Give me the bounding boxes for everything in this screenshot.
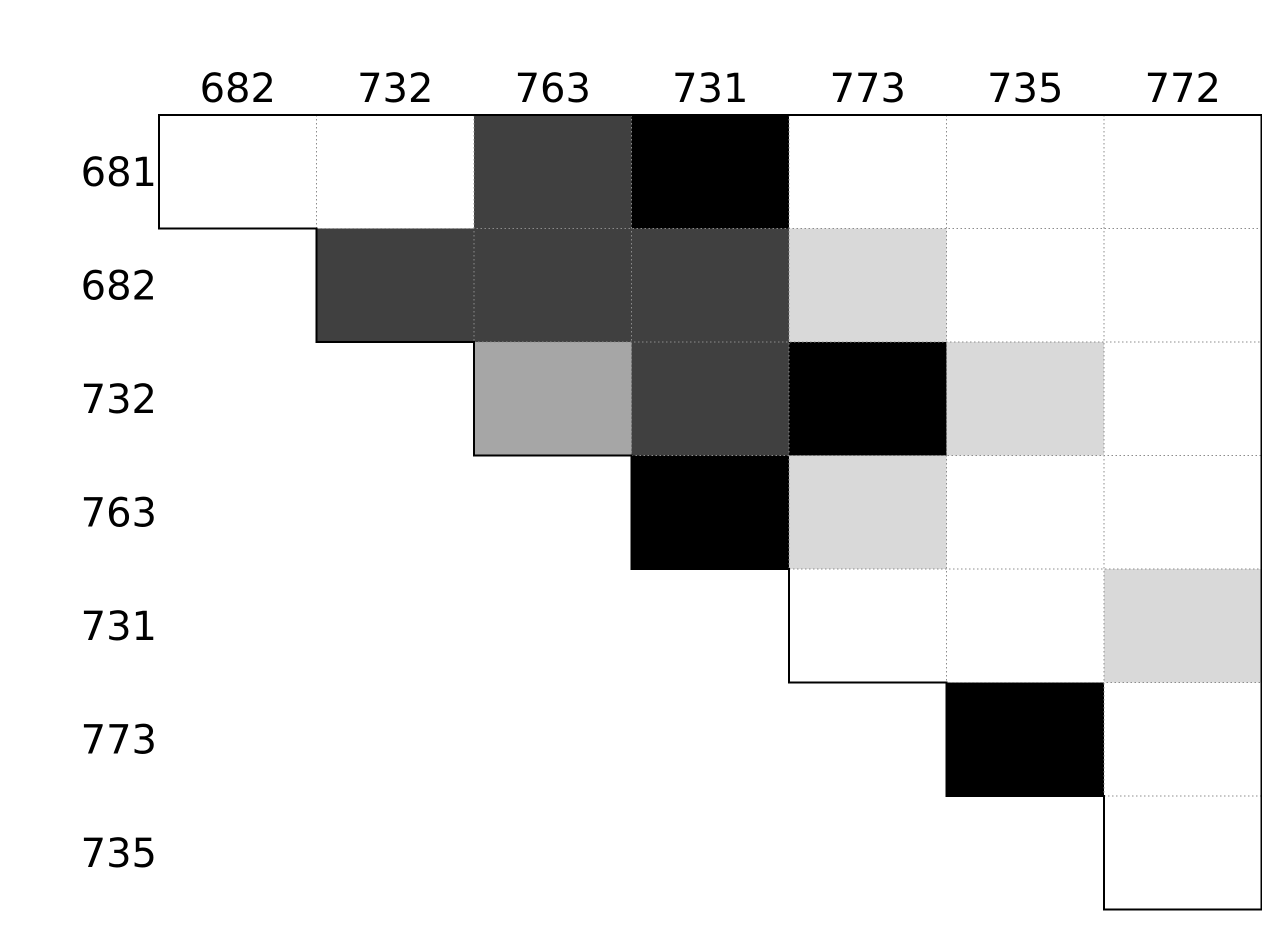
heatmap-cell-r4-c6 bbox=[1104, 569, 1262, 683]
x-tick-label: 772 bbox=[1145, 66, 1221, 112]
heatmap-cells bbox=[159, 115, 1262, 910]
heatmap-cell-r3-c4 bbox=[789, 455, 947, 569]
heatmap-cell-r0-c2 bbox=[474, 115, 632, 229]
y-axis-tick-labels: 681 682 732 763 731 773 735 bbox=[81, 150, 157, 877]
x-tick-label: 735 bbox=[987, 66, 1063, 112]
heatmap-cell-r2-c5 bbox=[946, 342, 1104, 456]
heatmap-cell-r0-c4 bbox=[789, 115, 947, 229]
heatmap-cell-r3-c3 bbox=[631, 455, 789, 569]
y-tick-label: 735 bbox=[81, 831, 157, 877]
heatmap-cell-r4-c5 bbox=[946, 569, 1104, 683]
heatmap-cell-r5-c5 bbox=[946, 682, 1104, 796]
y-tick-label: 732 bbox=[81, 377, 157, 423]
heatmap-cell-r0-c3 bbox=[631, 115, 789, 229]
heatmap-cell-r0-c5 bbox=[946, 115, 1104, 229]
heatmap-cell-r0-c6 bbox=[1104, 115, 1262, 229]
heatmap-cell-r0-c0 bbox=[159, 115, 317, 229]
heatmap-cell-r1-c6 bbox=[1104, 228, 1262, 342]
y-tick-label: 681 bbox=[81, 150, 157, 196]
y-tick-label: 763 bbox=[81, 490, 157, 536]
heatmap-cell-r6-c6 bbox=[1104, 796, 1262, 910]
x-tick-label: 773 bbox=[830, 66, 906, 112]
triangle-outline bbox=[158, 114, 1262, 911]
heatmap-cell-r2-c2 bbox=[474, 342, 632, 456]
heatmap-cell-r5-c6 bbox=[1104, 682, 1262, 796]
x-tick-label: 763 bbox=[515, 66, 591, 112]
heatmap-cell-r1-c2 bbox=[474, 228, 632, 342]
y-tick-label: 773 bbox=[81, 717, 157, 763]
x-tick-label: 682 bbox=[200, 66, 276, 112]
heatmap-cell-r2-c4 bbox=[789, 342, 947, 456]
x-tick-label: 732 bbox=[357, 66, 433, 112]
heatmap-cell-r2-c3 bbox=[631, 342, 789, 456]
heatmap-cell-r1-c3 bbox=[631, 228, 789, 342]
heatmap-cell-r0-c1 bbox=[316, 115, 474, 229]
heatmap-cell-r1-c1 bbox=[316, 228, 474, 342]
heatmap-cell-r4-c4 bbox=[789, 569, 947, 683]
heatmap-outline bbox=[158, 114, 1262, 911]
y-tick-label: 682 bbox=[81, 263, 157, 309]
heatmap-cell-r3-c6 bbox=[1104, 455, 1262, 569]
heatmap-cell-r1-c4 bbox=[789, 228, 947, 342]
x-axis-tick-labels: 682 732 763 731 773 735 772 bbox=[200, 66, 1221, 112]
heatmap-cell-r2-c6 bbox=[1104, 342, 1262, 456]
x-tick-label: 731 bbox=[672, 66, 748, 112]
heatmap-cell-r1-c5 bbox=[946, 228, 1104, 342]
heatmap-cell-r3-c5 bbox=[946, 455, 1104, 569]
heatmap-gridlines bbox=[316, 115, 1262, 797]
y-tick-label: 731 bbox=[81, 604, 157, 650]
